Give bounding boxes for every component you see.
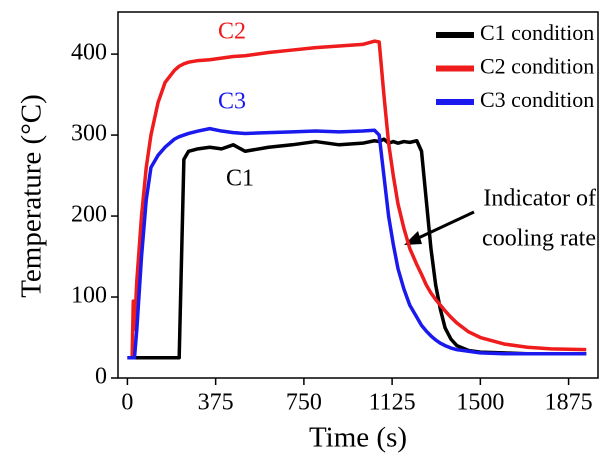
data-line — [127, 126, 587, 360]
y-axis-title: Temperature (°C) — [16, 94, 48, 298]
arrow-shaft — [413, 210, 475, 242]
y-tick-label: 200 — [71, 202, 107, 228]
x-tick-label: 375 — [198, 390, 234, 416]
x-tick-label: 1125 — [369, 390, 416, 416]
annotation: C2 — [218, 19, 246, 45]
y-tick-label: 400 — [71, 40, 107, 66]
annotation: cooling rate — [482, 226, 596, 252]
legend-label: C1 condition — [480, 20, 594, 45]
data-line — [127, 137, 587, 360]
legend-label: C3 condition — [480, 87, 594, 112]
plot-frame — [117, 11, 599, 379]
data-line — [127, 39, 587, 360]
annotation: C3 — [218, 89, 246, 115]
x-tick-label: 750 — [286, 390, 322, 416]
annotation: C1 — [226, 166, 254, 192]
y-tick-label: 100 — [71, 283, 107, 309]
annotation: Indicator of — [483, 186, 596, 212]
x-axis-title: Time (s) — [309, 422, 407, 454]
x-tick-label: 1875 — [545, 390, 593, 416]
x-tick-label: 0 — [121, 390, 133, 416]
legend-label: C2 condition — [480, 54, 594, 79]
y-tick-label: 0 — [95, 364, 107, 390]
x-tick-label: 1500 — [456, 390, 504, 416]
y-tick-label: 300 — [71, 121, 107, 147]
